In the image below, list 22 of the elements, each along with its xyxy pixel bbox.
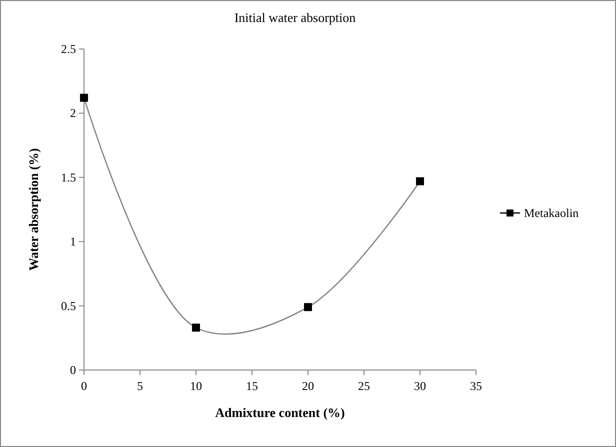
y-tick-label: 2.5 — [61, 42, 76, 56]
y-tick-label: 0 — [70, 363, 76, 377]
point — [80, 94, 88, 102]
legend-label: Metakaolin — [524, 206, 579, 220]
x-tick-label: 10 — [190, 379, 202, 393]
y-axis-title: Water absorption (%) — [26, 148, 41, 271]
y-tick-label: 2 — [70, 106, 76, 120]
x-tick-label: 0 — [81, 379, 87, 393]
x-tick-label: 30 — [414, 379, 426, 393]
y-tick-label: 1 — [70, 234, 76, 249]
x-tick-label: 5 — [137, 379, 143, 393]
x-axis-title: Admixture content (%) — [215, 405, 345, 420]
x-tick-label: 15 — [246, 379, 258, 393]
x-tick-label: 25 — [358, 379, 370, 393]
y-tick-label: 0.5 — [61, 298, 76, 313]
x-tick-label: 20 — [302, 379, 314, 393]
x-tick-label: 35 — [470, 379, 482, 393]
point — [304, 303, 312, 312]
point — [416, 177, 424, 186]
y-tick-label: 1.5 — [61, 170, 76, 184]
point — [192, 324, 200, 332]
chart-title: Initial water absorption — [234, 10, 356, 25]
